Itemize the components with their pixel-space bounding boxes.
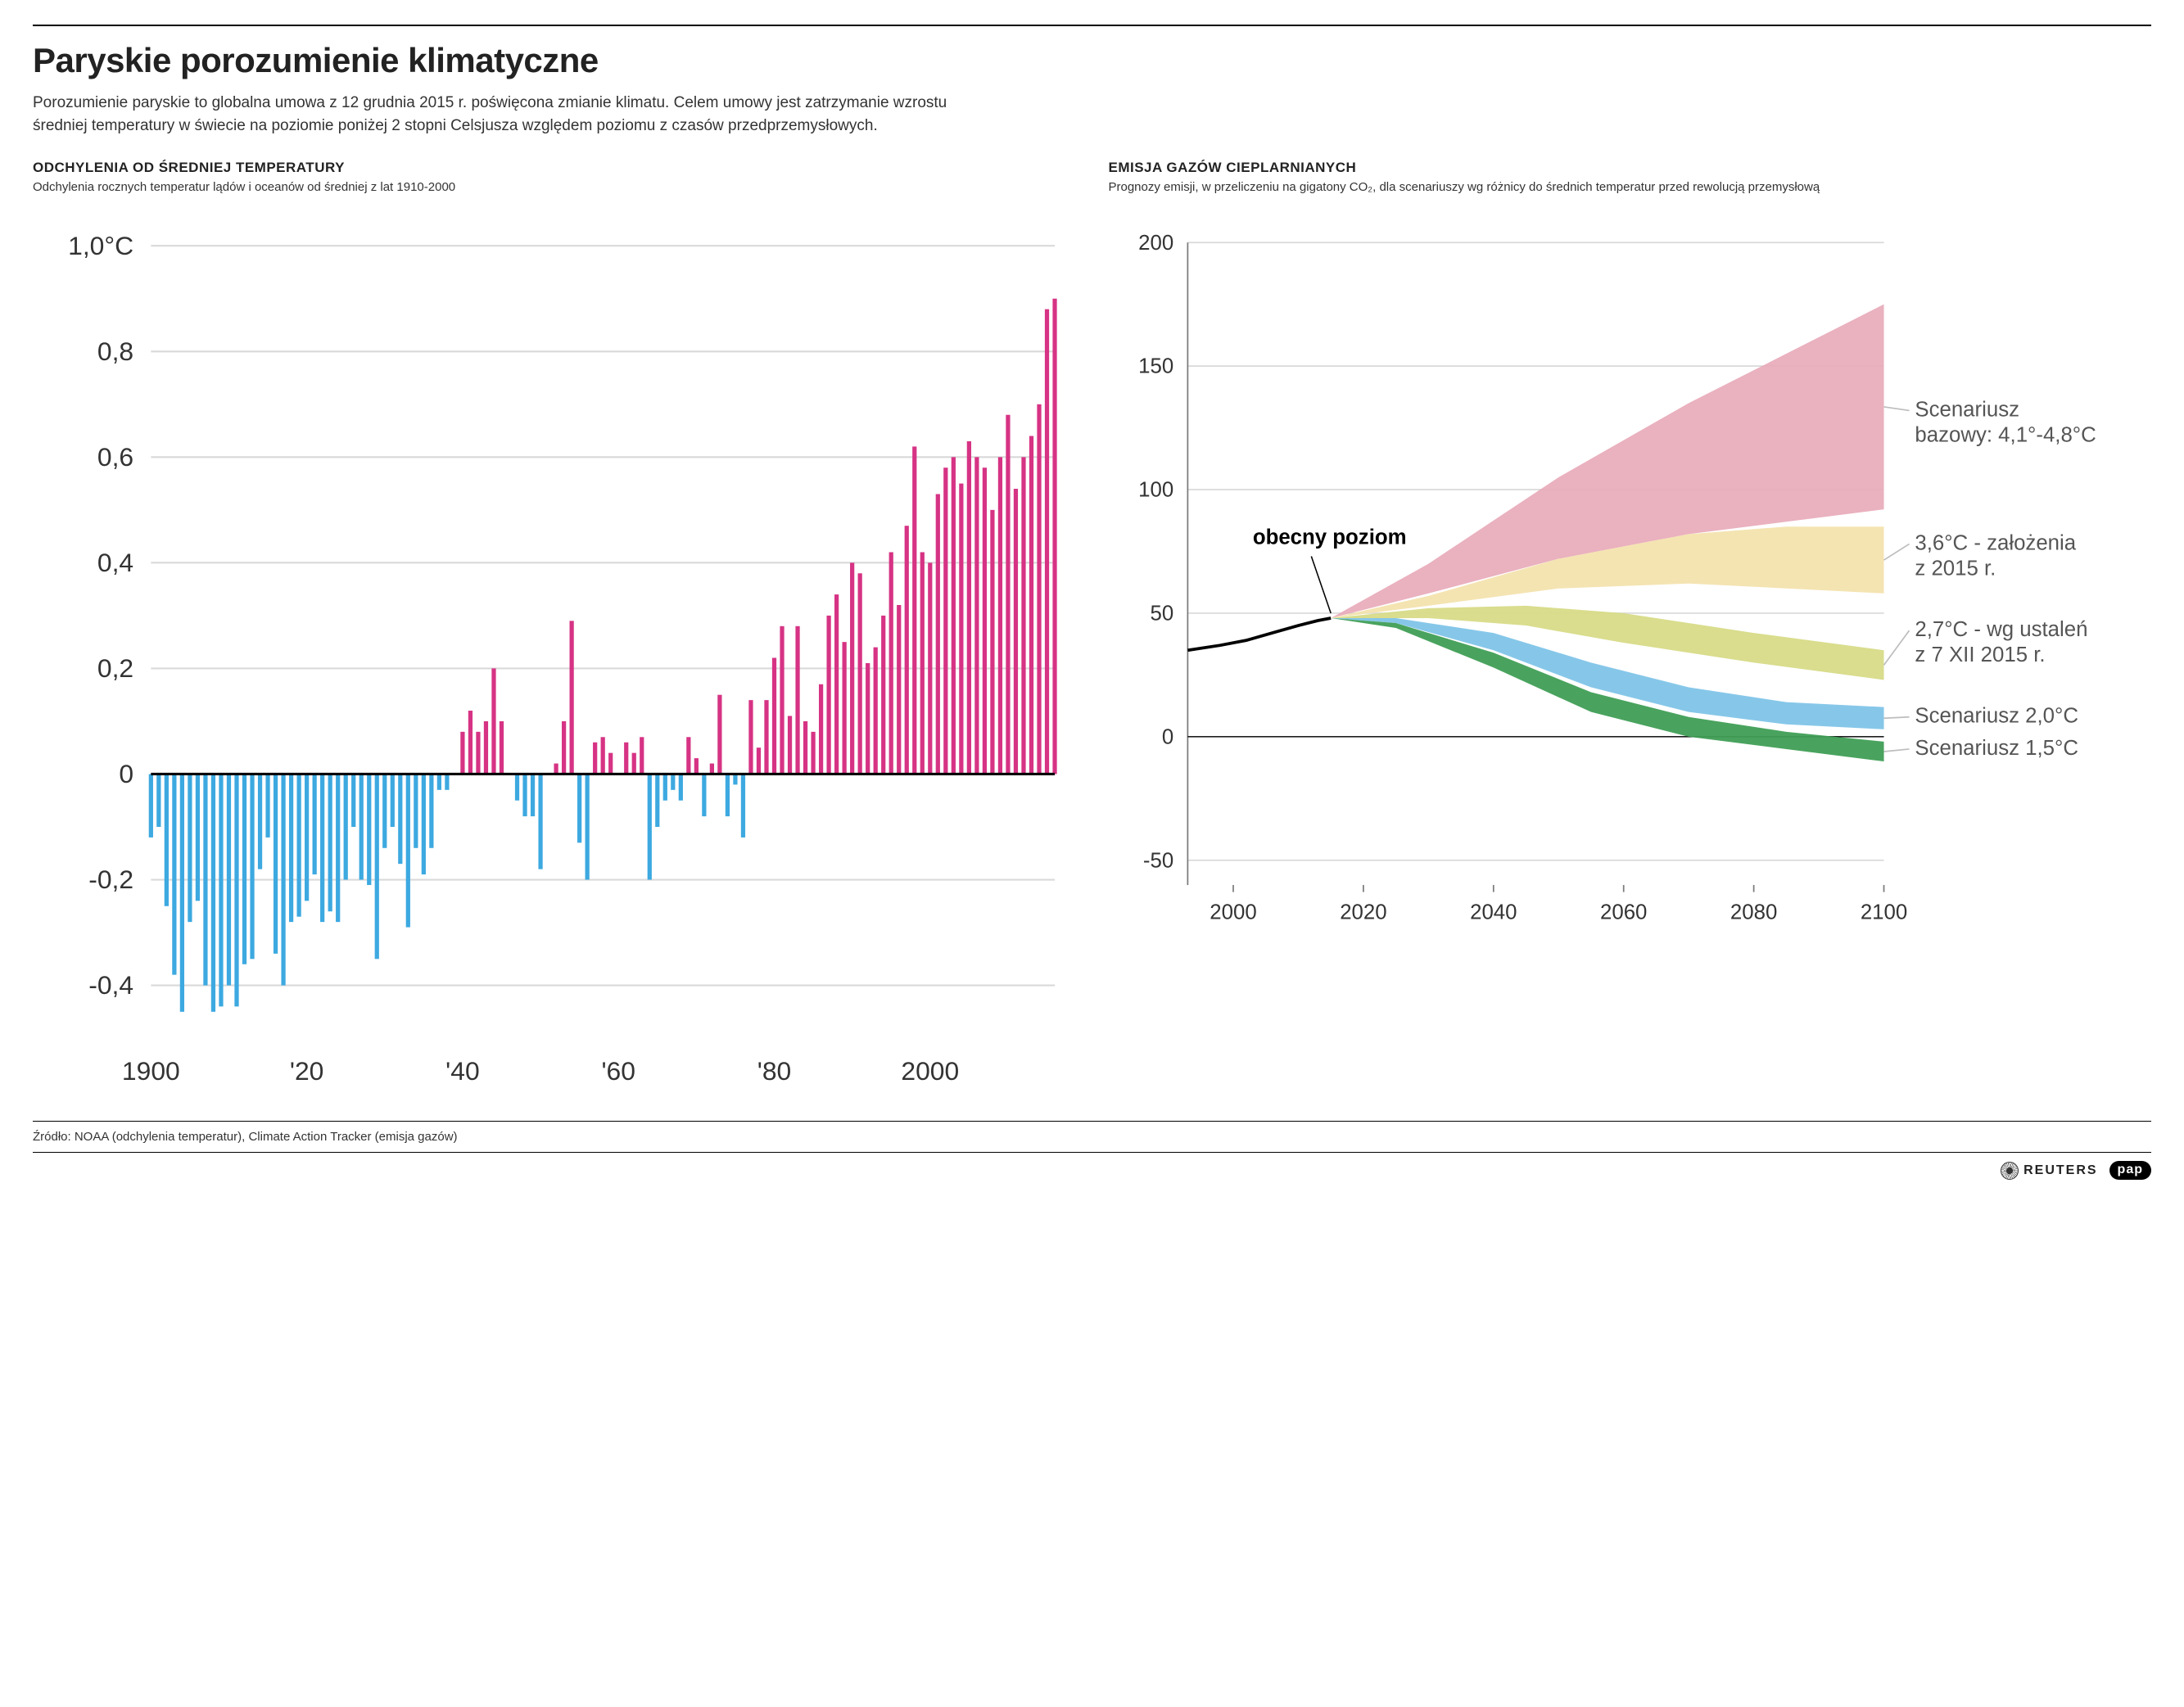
- svg-text:2040: 2040: [1470, 901, 1517, 923]
- svg-text:2,7°C - wg ustaleń: 2,7°C - wg ustaleń: [1915, 618, 2087, 641]
- svg-text:bazowy: 4,1°-4,8°C: bazowy: 4,1°-4,8°C: [1915, 423, 2096, 446]
- right-panel: EMISJA GAZÓW CIEPLARNIANYCH Prognozy emi…: [1109, 160, 2152, 1101]
- right-chart-title: EMISJA GAZÓW CIEPLARNIANYCH: [1109, 160, 2152, 176]
- lead-paragraph: Porozumienie paryskie to globalna umowa …: [33, 92, 999, 137]
- svg-text:obecny poziom: obecny poziom: [1252, 526, 1406, 549]
- svg-text:0,6: 0,6: [97, 442, 133, 472]
- svg-text:'20: '20: [290, 1056, 323, 1086]
- svg-text:-50: -50: [1142, 849, 1173, 872]
- svg-text:1,0°C: 1,0°C: [68, 231, 133, 260]
- svg-text:'60: '60: [601, 1056, 635, 1086]
- svg-text:2080: 2080: [1730, 901, 1776, 923]
- svg-text:50: 50: [1150, 603, 1173, 625]
- svg-text:2020: 2020: [1340, 901, 1386, 923]
- svg-text:0: 0: [119, 759, 133, 788]
- right-chart-subtitle: Prognozy emisji, w przeliczeniu na gigat…: [1109, 179, 2152, 214]
- left-panel: ODCHYLENIA OD ŚREDNIEJ TEMPERATURY Odchy…: [33, 160, 1076, 1101]
- svg-text:z 7 XII 2015 r.: z 7 XII 2015 r.: [1915, 644, 2045, 666]
- svg-text:100: 100: [1138, 479, 1173, 502]
- emissions-area-chart: -50 0 50 100 150 200 obecny poziom 2000 2020 2040…: [1109, 228, 2152, 933]
- svg-text:'80: '80: [757, 1056, 791, 1086]
- charts-row: ODCHYLENIA OD ŚREDNIEJ TEMPERATURY Odchy…: [33, 160, 2151, 1101]
- svg-text:200: 200: [1138, 232, 1173, 255]
- svg-text:-0,2: -0,2: [88, 865, 133, 894]
- left-chart-subtitle: Odchylenia rocznych temperatur lądów i o…: [33, 179, 1076, 214]
- svg-text:'40: '40: [445, 1056, 479, 1086]
- svg-text:z 2015 r.: z 2015 r.: [1915, 557, 1996, 580]
- page-title: Paryskie porozumienie klimatyczne: [33, 41, 2151, 80]
- bottom-rule: [33, 1152, 2151, 1153]
- svg-text:0,2: 0,2: [97, 653, 133, 683]
- left-chart-title: ODCHYLENIA OD ŚREDNIEJ TEMPERATURY: [33, 160, 1076, 176]
- svg-text:0: 0: [1161, 726, 1173, 749]
- reuters-text: REUTERS: [2023, 1163, 2097, 1178]
- svg-text:2000: 2000: [1210, 901, 1256, 923]
- svg-text:0,4: 0,4: [97, 548, 133, 577]
- pap-logo: pap: [2109, 1161, 2151, 1180]
- svg-text:Scenariusz: Scenariusz: [1915, 398, 2019, 421]
- mid-rule: [33, 1121, 2151, 1122]
- svg-text:1900: 1900: [122, 1056, 180, 1086]
- svg-text:3,6°C - założenia: 3,6°C - założenia: [1915, 531, 2076, 554]
- svg-text:2100: 2100: [1860, 901, 1906, 923]
- svg-text:Scenariusz 1,5°C: Scenariusz 1,5°C: [1915, 737, 2078, 760]
- top-rule: [33, 25, 2151, 26]
- temperature-bar-chart: -0,4 -0,2 0 0,2 0,4 0,6 0,8 1,0°C 1900 '20 '40 '60 '…: [33, 228, 1076, 1097]
- reuters-icon: [2001, 1162, 2019, 1180]
- reuters-logo: REUTERS: [2001, 1162, 2097, 1180]
- source-text: Źródło: NOAA (odchylenia temperatur), Cl…: [33, 1130, 2151, 1144]
- svg-text:Scenariusz 2,0°C: Scenariusz 2,0°C: [1915, 705, 2078, 728]
- logo-row: REUTERS pap: [33, 1161, 2151, 1180]
- svg-text:2060: 2060: [1600, 901, 1647, 923]
- svg-text:2000: 2000: [901, 1056, 959, 1086]
- svg-text:150: 150: [1138, 355, 1173, 378]
- svg-text:-0,4: -0,4: [88, 970, 133, 1000]
- svg-text:0,8: 0,8: [97, 336, 133, 366]
